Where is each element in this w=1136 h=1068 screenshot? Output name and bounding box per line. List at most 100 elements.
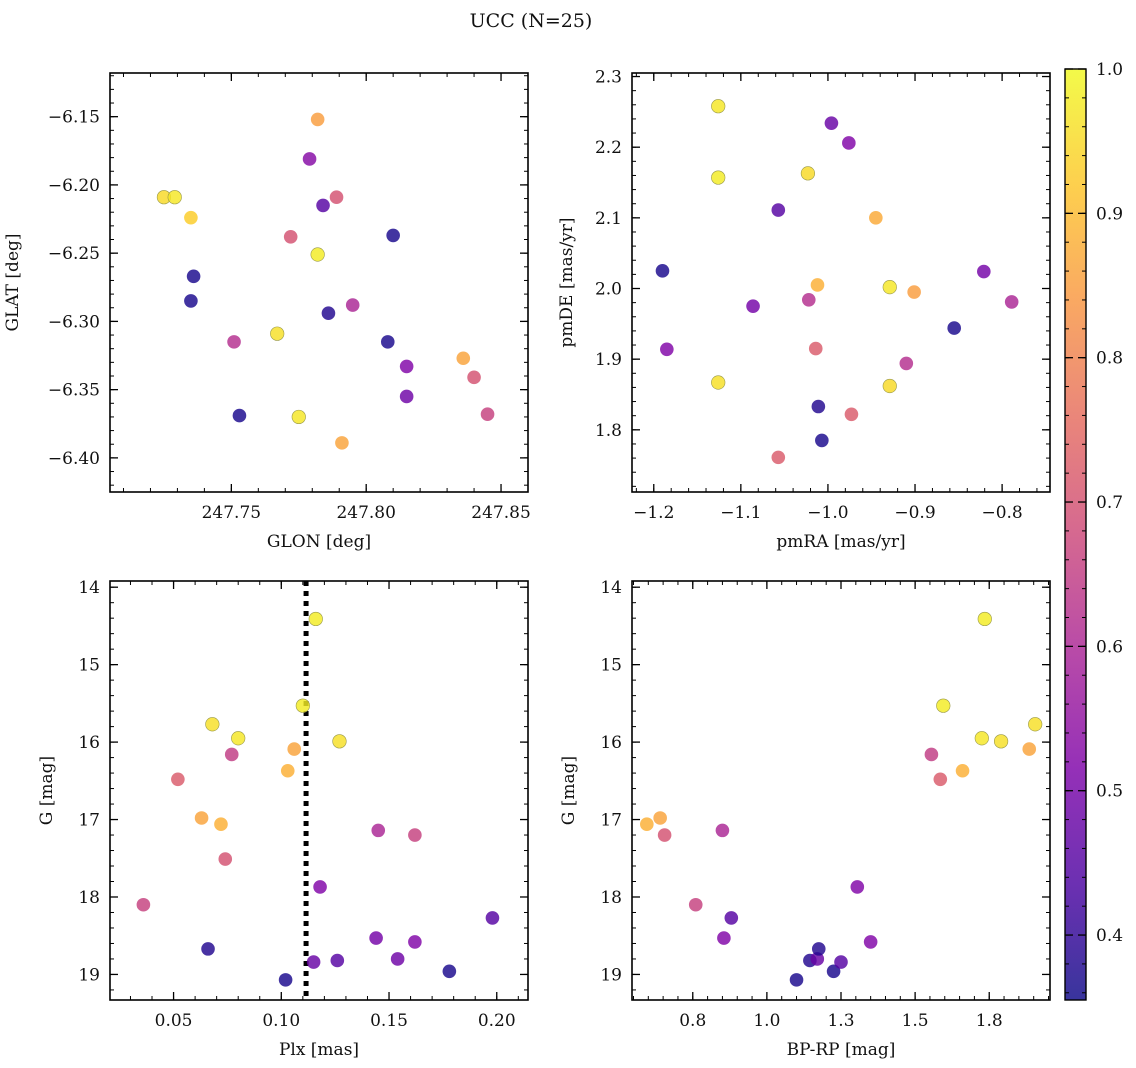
scatter-point bbox=[335, 436, 349, 450]
y-tick-label: 16 bbox=[600, 733, 622, 753]
scatter-point bbox=[295, 698, 310, 713]
scatter-point bbox=[227, 335, 241, 349]
scatter-point bbox=[810, 952, 825, 966]
plot-area bbox=[632, 73, 1050, 492]
scatter-panel: 247.75 247.80 247.85 −6.40 −6.35 −6.30 −6.25 −6… bbox=[3, 72, 531, 552]
axes-frame bbox=[109, 72, 529, 493]
scatter-point bbox=[224, 747, 239, 762]
figure-title: UCC (N=25) bbox=[470, 10, 593, 32]
x-tick-label: 247.85 bbox=[471, 503, 530, 523]
scatter-point bbox=[844, 407, 859, 422]
x-tick-label: 247.80 bbox=[336, 503, 395, 523]
plot-area bbox=[632, 581, 1050, 1000]
scatter-point bbox=[924, 747, 939, 762]
y-tick-label: 1.8 bbox=[595, 421, 622, 441]
scatter-point bbox=[936, 698, 951, 713]
x-tick-label: 0.15 bbox=[370, 1011, 408, 1031]
scatter-panel: 0.8 1.0 1.3 1.5 1.8 14 15 16 17 18 19 BP-RP [mag] G … bbox=[559, 578, 1051, 1060]
scatter-point bbox=[456, 351, 471, 366]
y-tick-label: 14 bbox=[78, 578, 100, 598]
scatter-point bbox=[657, 828, 672, 842]
y-axis-label: G [mag] bbox=[559, 756, 579, 825]
x-tick-label: 0.05 bbox=[155, 1011, 193, 1031]
scatter-point bbox=[907, 285, 921, 299]
x-axis-label: pmRA [mas/yr] bbox=[776, 532, 905, 552]
y-tick-label: 2.1 bbox=[595, 209, 622, 229]
scatter-point bbox=[399, 389, 414, 404]
x-tick-label: −1.0 bbox=[807, 503, 848, 523]
colorbar-tick-label: 0.7 bbox=[1096, 493, 1123, 513]
scatter-point bbox=[882, 378, 897, 394]
scatter-panel: −1.2 −1.1 −1.0 −0.9 −0.8 1.8 1.9 2.0 2.1 2.2 2.3 pm… bbox=[557, 68, 1051, 552]
scatter-point bbox=[194, 811, 209, 825]
scatter-point bbox=[280, 763, 295, 778]
scatter-point bbox=[977, 264, 991, 279]
scatter-point bbox=[184, 210, 198, 225]
x-axis-label: BP-RP [mag] bbox=[787, 1040, 896, 1060]
scatter-point bbox=[330, 953, 345, 968]
scatter-point bbox=[287, 742, 302, 756]
y-tick-label: 15 bbox=[600, 656, 622, 676]
scatter-point bbox=[214, 817, 228, 831]
x-tick-label: 1.8 bbox=[976, 1011, 1003, 1031]
scatter-point bbox=[869, 211, 883, 225]
scatter-point bbox=[746, 299, 760, 313]
scatter-point bbox=[800, 166, 816, 181]
x-tick-label: −1.1 bbox=[720, 503, 761, 523]
x-tick-label: 1.0 bbox=[753, 1011, 780, 1031]
x-tick-label: −1.2 bbox=[633, 503, 674, 523]
colorbar-tick-label: 0.4 bbox=[1096, 926, 1123, 946]
x-tick-label: 1.5 bbox=[902, 1011, 929, 1031]
scatter-point bbox=[977, 611, 992, 627]
scatter-point bbox=[186, 269, 201, 284]
scatter-point bbox=[715, 823, 730, 838]
scatter-point bbox=[278, 973, 293, 987]
x-tick-label: 0.20 bbox=[478, 1011, 516, 1031]
scatter-point bbox=[1022, 742, 1037, 756]
scatter-point bbox=[882, 279, 897, 295]
scatter-point bbox=[232, 408, 247, 423]
scatter-point bbox=[834, 955, 848, 969]
scatter-point bbox=[711, 99, 726, 114]
colorbar-gradient bbox=[1065, 69, 1086, 1000]
scatter-point bbox=[808, 341, 823, 356]
scatter-point bbox=[801, 293, 816, 307]
y-tick-label: −6.25 bbox=[48, 244, 100, 264]
x-tick-label: 247.75 bbox=[202, 503, 261, 523]
scatter-point bbox=[231, 731, 246, 746]
scatter-point bbox=[717, 931, 731, 945]
y-tick-label: −6.15 bbox=[48, 108, 100, 128]
scatter-point bbox=[408, 935, 422, 949]
x-tick-label: −0.9 bbox=[894, 503, 935, 523]
x-tick-label: −0.8 bbox=[981, 503, 1022, 523]
scatter-point bbox=[789, 973, 804, 987]
y-tick-label: 17 bbox=[600, 811, 622, 831]
y-tick-label: 19 bbox=[78, 965, 100, 985]
scatter-point bbox=[302, 152, 317, 166]
scatter-point bbox=[218, 852, 233, 866]
y-tick-label: 17 bbox=[78, 811, 100, 831]
scatter-point bbox=[842, 136, 856, 150]
scatter-point bbox=[399, 359, 414, 374]
scatter-point bbox=[313, 880, 327, 894]
scatter-point bbox=[171, 772, 185, 787]
scatter-point bbox=[371, 823, 386, 838]
scatter-point bbox=[345, 298, 360, 312]
scatter-point bbox=[408, 828, 422, 842]
scatter-point bbox=[899, 356, 914, 371]
y-tick-label: 2.0 bbox=[595, 280, 622, 300]
scatter-point bbox=[724, 911, 739, 925]
scatter-point bbox=[811, 942, 826, 956]
x-axis-label: Plx [mas] bbox=[279, 1040, 359, 1060]
axes-frame bbox=[631, 72, 1051, 493]
colorbar-tick-label: 0.5 bbox=[1096, 782, 1123, 802]
y-tick-label: 1.9 bbox=[595, 350, 622, 370]
scatter-point bbox=[810, 278, 825, 292]
scatter-point bbox=[316, 198, 330, 213]
scatter-point bbox=[332, 734, 347, 749]
scatter-point bbox=[655, 264, 670, 278]
scatter-point bbox=[442, 964, 457, 979]
scatter-point bbox=[308, 611, 323, 627]
scatter-point bbox=[380, 335, 395, 349]
scatter-point bbox=[201, 942, 215, 956]
